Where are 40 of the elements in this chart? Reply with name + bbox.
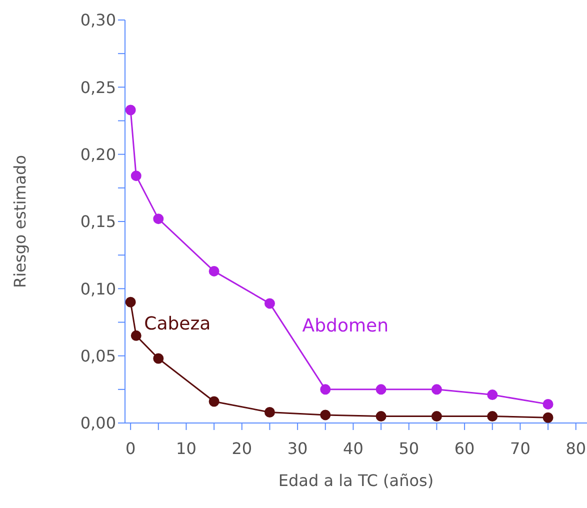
y-tick-label: 0,15 [80, 212, 116, 232]
point [487, 390, 498, 400]
x-tick-label: 70 [510, 439, 530, 458]
point [208, 266, 220, 276]
point [130, 170, 142, 182]
point [320, 410, 331, 420]
x-tick-label: 80 [566, 439, 586, 458]
y-axis-title: Riesgo estimado [10, 154, 30, 288]
x-tick-label: 40 [343, 439, 364, 458]
point [153, 353, 164, 364]
x-tick-label: 50 [398, 439, 420, 458]
y-tick-label: 0,05 [80, 346, 116, 366]
point [153, 214, 164, 224]
x-axis-title: Edad a la TC (años) [278, 471, 434, 490]
point [320, 384, 331, 395]
x-tick-label: 60 [454, 439, 475, 458]
x-tick-label: 0 [125, 439, 136, 458]
y-tick-label: 0,30 [80, 10, 116, 30]
point [264, 298, 275, 309]
point [376, 384, 386, 395]
point [376, 411, 386, 422]
point [264, 407, 275, 418]
point [431, 384, 442, 395]
point [542, 412, 554, 423]
x-tick-label: 30 [287, 439, 308, 458]
y-tick-label: 0,10 [80, 279, 116, 298]
series-label: Cabeza [144, 314, 211, 335]
y-tick-label: 0,00 [80, 414, 116, 433]
point [125, 104, 136, 116]
point [208, 396, 220, 407]
point [125, 296, 136, 308]
point [487, 411, 498, 422]
point [542, 398, 554, 410]
point [130, 330, 142, 341]
x-tick-label: 20 [232, 439, 252, 458]
y-tick-label: 0,25 [80, 78, 116, 97]
series-label: Abdomen [302, 315, 388, 336]
x-tick-label: 10 [176, 439, 196, 458]
y-tick-label: 0,20 [80, 145, 116, 164]
point [431, 411, 442, 422]
